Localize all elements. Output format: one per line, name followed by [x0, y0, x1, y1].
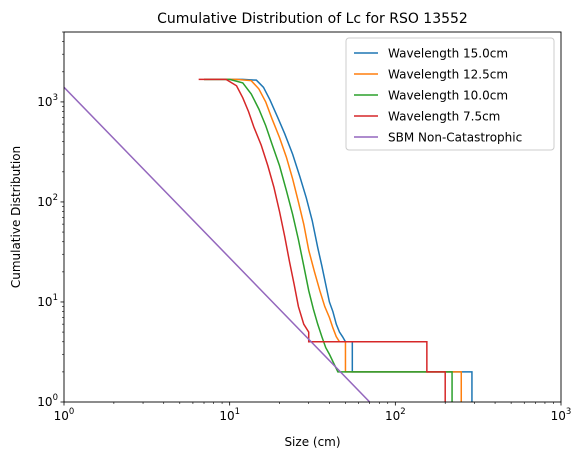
x-tick-label: 103 — [551, 407, 572, 423]
x-tick-label: 102 — [385, 407, 406, 423]
series-line-2 — [204, 78, 453, 402]
y-tick-label: 102 — [37, 193, 58, 209]
y-tick-label: 103 — [37, 93, 58, 109]
x-axis-label: Size (cm) — [284, 435, 340, 449]
legend-box — [345, 37, 555, 151]
y-axis: 100 101 102 103 — [37, 31, 64, 409]
y-tick-label: 100 — [37, 393, 58, 409]
x-axis: 100 101 102 103 — [54, 402, 572, 423]
legend-entry: Wavelength 15.0cm — [388, 47, 508, 61]
series-line-4 — [64, 86, 371, 402]
chart-title: Cumulative Distribution of Lc for RSO 13… — [157, 11, 468, 27]
legend-entry: Wavelength 10.0cm — [388, 89, 508, 103]
legend: Wavelength 15.0cm Wavelength 12.5cm Wavele… — [345, 37, 555, 151]
x-tick-label: 100 — [54, 407, 75, 423]
y-tick-label: 101 — [37, 293, 58, 309]
y-axis-label: Cumulative Distribution — [9, 146, 23, 288]
plot-frame — [63, 31, 562, 403]
legend-entry: Wavelength 12.5cm — [388, 68, 508, 82]
legend-entry: Wavelength 7.5cm — [388, 110, 500, 124]
legend-entry: SBM Non-Catastrophic — [388, 131, 522, 145]
x-tick-label: 101 — [219, 407, 240, 423]
series-line-3 — [198, 78, 446, 402]
